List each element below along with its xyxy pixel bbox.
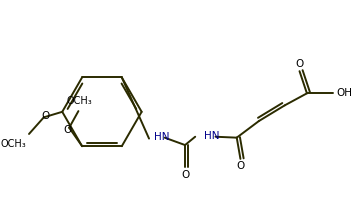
Text: OCH₃: OCH₃ [0,139,26,148]
Text: HN: HN [154,132,169,142]
Text: O: O [181,170,189,180]
Text: O: O [41,111,50,120]
Text: OCH₃: OCH₃ [67,97,92,106]
Text: O: O [296,59,303,69]
Text: O: O [63,125,71,134]
Text: OH: OH [337,88,352,98]
Text: O: O [236,161,244,171]
Text: HN: HN [204,131,220,141]
